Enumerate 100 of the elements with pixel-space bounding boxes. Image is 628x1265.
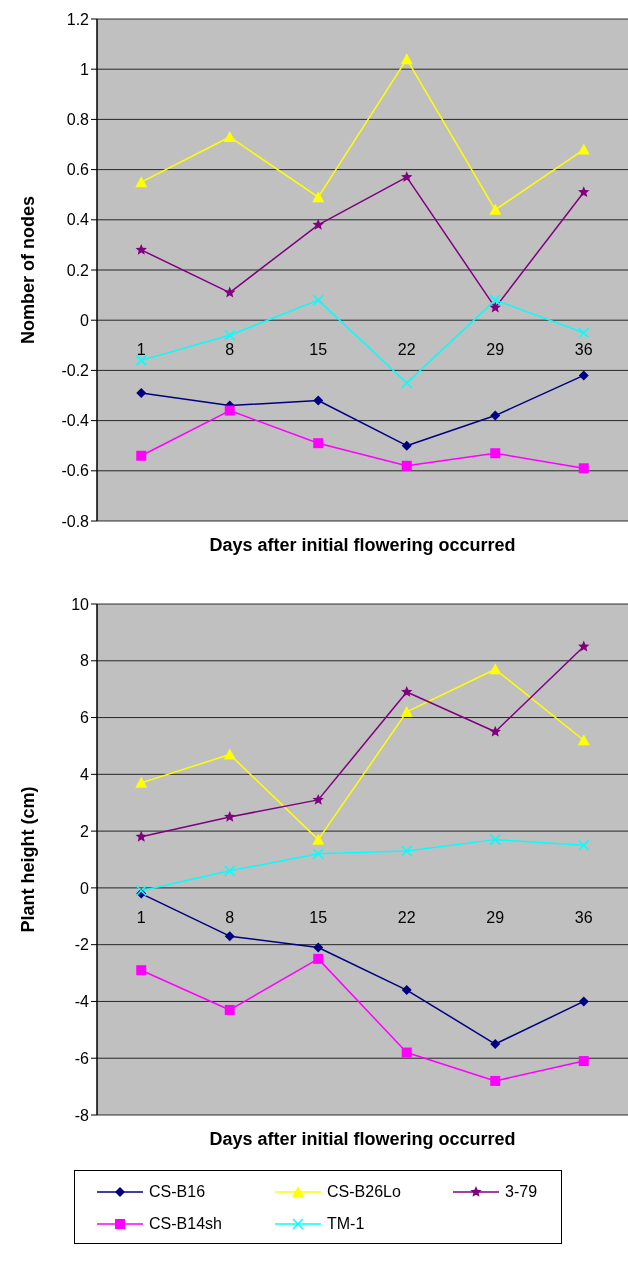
point xyxy=(135,243,147,255)
point xyxy=(490,410,501,421)
point xyxy=(136,450,147,461)
point xyxy=(135,176,148,188)
point xyxy=(489,203,502,215)
point xyxy=(135,884,147,897)
y-tick-label: 2 xyxy=(80,822,90,840)
y-tick-label: 0.4 xyxy=(66,211,90,229)
y-tick-label: -6 xyxy=(74,1049,90,1067)
point xyxy=(135,776,148,788)
point xyxy=(223,130,236,142)
point xyxy=(490,1039,501,1050)
y-axis-title: Nomber of nodes xyxy=(18,195,38,345)
point xyxy=(577,143,590,155)
y-tick-label: 1 xyxy=(80,60,90,78)
point xyxy=(224,1004,235,1015)
point xyxy=(136,387,147,398)
point xyxy=(224,931,235,942)
y-tick-label: 8 xyxy=(80,652,90,670)
point xyxy=(401,440,412,451)
point xyxy=(578,996,589,1007)
point xyxy=(578,186,590,198)
legend-label: 3-79 xyxy=(505,1183,538,1201)
y-tick-label: 0.2 xyxy=(66,261,90,279)
point xyxy=(313,395,324,406)
x-tick-label: 36 xyxy=(574,341,593,359)
y-axis-title: Plant height (cm) xyxy=(18,786,38,933)
x-tick-label: 1 xyxy=(136,908,146,926)
point xyxy=(578,463,589,474)
point xyxy=(224,810,236,822)
point xyxy=(312,793,324,805)
x-tick-label: 15 xyxy=(309,341,328,359)
point xyxy=(489,294,501,306)
x-tick-label: 1 xyxy=(136,341,146,359)
point xyxy=(401,845,413,857)
x-tick-label: 29 xyxy=(486,908,505,926)
legend-label: CS-B16 xyxy=(149,1183,206,1201)
legend-label: TM-1 xyxy=(327,1215,365,1233)
x-tick-label: 22 xyxy=(397,908,416,926)
x-tick-label: 15 xyxy=(309,908,328,926)
point xyxy=(401,171,413,182)
y-tick-label: 4 xyxy=(80,766,90,784)
x-tick-label: 29 xyxy=(486,341,505,359)
x-axis-title: Days after initial flowering occurred xyxy=(208,1128,517,1151)
point xyxy=(313,953,324,964)
point xyxy=(313,438,324,449)
point xyxy=(312,218,324,230)
point xyxy=(490,448,501,459)
point xyxy=(577,734,590,746)
x-tick-label: 36 xyxy=(574,908,593,926)
y-tick-label: -4 xyxy=(74,993,90,1011)
point xyxy=(578,370,589,381)
y-tick-label: -0.8 xyxy=(61,512,90,530)
x-tick-label: 8 xyxy=(225,908,235,926)
y-tick-label: 6 xyxy=(80,709,90,727)
point xyxy=(224,329,236,342)
point xyxy=(224,865,236,877)
point xyxy=(401,377,413,389)
y-tick-label: -0.2 xyxy=(61,362,90,380)
x-tick-label: 8 xyxy=(225,341,235,359)
legend-label: CS-B26Lo xyxy=(327,1183,401,1201)
point xyxy=(313,942,324,953)
point xyxy=(578,1056,589,1067)
point xyxy=(312,191,325,203)
point xyxy=(490,1075,501,1086)
point xyxy=(400,705,413,717)
y-tick-label: 0.6 xyxy=(66,161,90,179)
point xyxy=(489,725,501,737)
y-tick-label: 0.8 xyxy=(66,111,90,129)
point xyxy=(136,965,147,976)
point xyxy=(224,405,235,416)
point xyxy=(489,301,501,313)
y-tick-label: 1.2 xyxy=(66,10,90,28)
point xyxy=(401,460,412,471)
point xyxy=(578,839,590,852)
point xyxy=(224,286,236,298)
point xyxy=(489,663,502,675)
x-axis-title: Days after initial flowering occurred xyxy=(208,534,517,557)
point xyxy=(223,748,236,760)
point xyxy=(312,848,324,860)
point xyxy=(401,686,413,697)
y-tick-label: 10 xyxy=(71,595,90,613)
y-tick-label: -8 xyxy=(74,1106,90,1124)
point xyxy=(400,53,413,65)
point xyxy=(135,354,147,367)
point xyxy=(401,1047,412,1058)
y-tick-label: -2 xyxy=(74,936,90,954)
point xyxy=(401,985,412,996)
point xyxy=(489,833,501,846)
point xyxy=(578,640,590,652)
point xyxy=(135,830,147,842)
point xyxy=(312,294,324,306)
y-tick-label: -0.4 xyxy=(61,412,90,430)
y-tick-label: 0 xyxy=(80,311,90,329)
y-tick-label: 0 xyxy=(80,879,90,897)
y-tick-label: -0.6 xyxy=(61,462,90,480)
point xyxy=(312,833,325,845)
legend-label: CS-B14sh xyxy=(149,1215,222,1233)
point xyxy=(578,327,590,339)
x-tick-label: 22 xyxy=(397,341,416,359)
